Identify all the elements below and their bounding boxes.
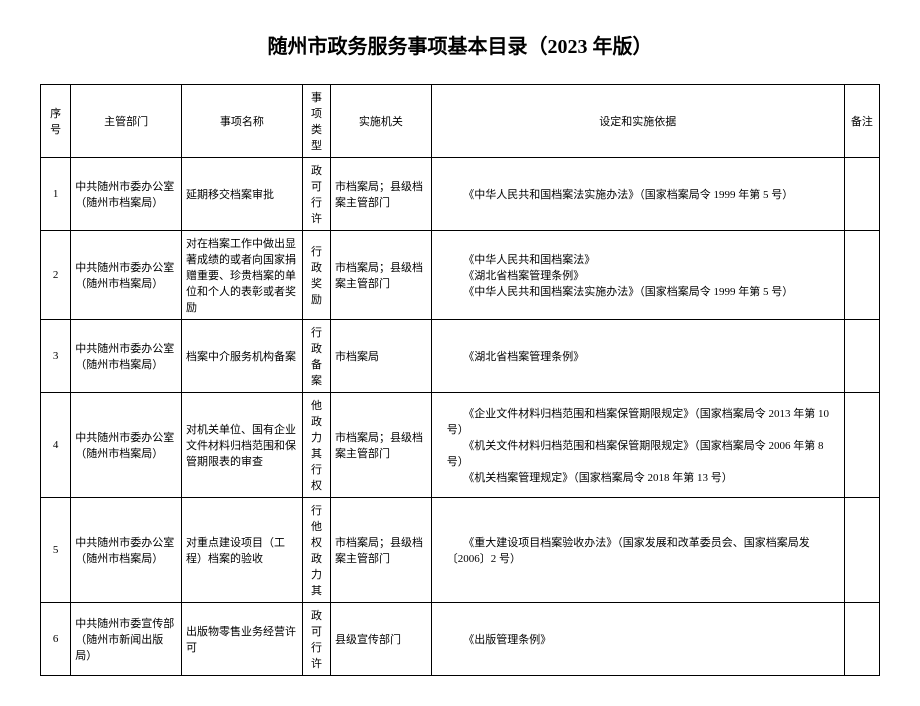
table-row: 5中共随州市委办公室（随州市档案局）对重点建设项目（工程）档案的验收行他权政力其… (41, 498, 880, 603)
table-row: 3中共随州市委办公室（随州市档案局）档案中介服务机构备案行政备案市档案局 《湖北… (41, 320, 880, 393)
cell-seq: 2 (41, 231, 71, 320)
cell-type: 行他权政力其 (302, 498, 330, 603)
cell-type: 行政奖励 (302, 231, 330, 320)
cell-basis: 《重大建设项目档案验收办法》（国家发展和改革委员会、国家档案局发〔2006〕2 … (431, 498, 844, 603)
cell-dept: 中共随州市委办公室（随州市档案局） (71, 498, 182, 603)
table-row: 6中共随州市委宣传部（随州市新闻出版局）出版物零售业务经营许可政可行许县级宣传部… (41, 603, 880, 676)
header-dept: 主管部门 (71, 85, 182, 158)
cell-dept: 中共随州市委办公室（随州市档案局） (71, 158, 182, 231)
cell-note (844, 498, 879, 603)
cell-type: 行政备案 (302, 320, 330, 393)
table-row: 4中共随州市委办公室（随州市档案局）对机关单位、国有企业文件材料归档范围和保管期… (41, 393, 880, 498)
cell-dept: 中共随州市委办公室（随州市档案局） (71, 320, 182, 393)
cell-note (844, 393, 879, 498)
cell-name: 出版物零售业务经营许可 (181, 603, 302, 676)
cell-dept: 中共随州市委宣传部（随州市新闻出版局） (71, 603, 182, 676)
cell-type: 政可行许 (302, 158, 330, 231)
cell-note (844, 320, 879, 393)
cell-note (844, 158, 879, 231)
cell-dept: 中共随州市委办公室（随州市档案局） (71, 393, 182, 498)
catalog-table: 序号 主管部门 事项名称 事项类型 实施机关 设定和实施依据 备注 1中共随州市… (40, 84, 880, 676)
cell-dept: 中共随州市委办公室（随州市档案局） (71, 231, 182, 320)
cell-basis: 《出版管理条例》 (431, 603, 844, 676)
cell-note (844, 231, 879, 320)
header-org: 实施机关 (331, 85, 432, 158)
cell-seq: 3 (41, 320, 71, 393)
cell-basis: 《湖北省档案管理条例》 (431, 320, 844, 393)
header-name: 事项名称 (181, 85, 302, 158)
cell-seq: 1 (41, 158, 71, 231)
cell-seq: 5 (41, 498, 71, 603)
cell-type: 政可行许 (302, 603, 330, 676)
cell-name: 对机关单位、国有企业文件材料归档范围和保管期限表的审查 (181, 393, 302, 498)
cell-org: 市档案局；县级档案主管部门 (331, 158, 432, 231)
cell-seq: 6 (41, 603, 71, 676)
page-title: 随州市政务服务事项基本目录（2023 年版） (40, 30, 880, 59)
table-row: 2中共随州市委办公室（随州市档案局）对在档案工作中做出显著成绩的或者向国家捐赠重… (41, 231, 880, 320)
cell-name: 档案中介服务机构备案 (181, 320, 302, 393)
cell-seq: 4 (41, 393, 71, 498)
cell-basis: 《中华人民共和国档案法实施办法》（国家档案局令 1999 年第 5 号） (431, 158, 844, 231)
cell-name: 延期移交档案审批 (181, 158, 302, 231)
cell-org: 市档案局；县级档案主管部门 (331, 231, 432, 320)
table-row: 1中共随州市委办公室（随州市档案局）延期移交档案审批政可行许市档案局；县级档案主… (41, 158, 880, 231)
cell-basis: 《企业文件材料归档范围和档案保管期限规定》（国家档案局令 2013 年第 10 … (431, 393, 844, 498)
cell-org: 市档案局 (331, 320, 432, 393)
cell-org: 市档案局；县级档案主管部门 (331, 393, 432, 498)
cell-basis: 《中华人民共和国档案法》 《湖北省档案管理条例》 《中华人民共和国档案法实施办法… (431, 231, 844, 320)
header-basis: 设定和实施依据 (431, 85, 844, 158)
cell-type: 他政力其行权 (302, 393, 330, 498)
table-header-row: 序号 主管部门 事项名称 事项类型 实施机关 设定和实施依据 备注 (41, 85, 880, 158)
cell-note (844, 603, 879, 676)
header-type: 事项类型 (302, 85, 330, 158)
header-note: 备注 (844, 85, 879, 158)
header-seq: 序号 (41, 85, 71, 158)
cell-name: 对在档案工作中做出显著成绩的或者向国家捐赠重要、珍贵档案的单位和个人的表彰或者奖… (181, 231, 302, 320)
cell-org: 市档案局；县级档案主管部门 (331, 498, 432, 603)
cell-name: 对重点建设项目（工程）档案的验收 (181, 498, 302, 603)
cell-org: 县级宣传部门 (331, 603, 432, 676)
